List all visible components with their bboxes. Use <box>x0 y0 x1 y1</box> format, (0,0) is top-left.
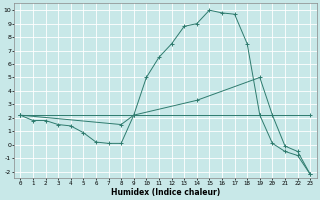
X-axis label: Humidex (Indice chaleur): Humidex (Indice chaleur) <box>111 188 220 197</box>
